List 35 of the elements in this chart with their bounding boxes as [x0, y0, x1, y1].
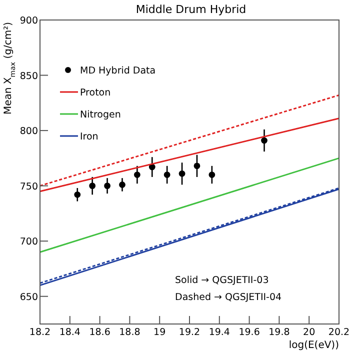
point	[104, 182, 110, 190]
x-tick-label: 19.2	[178, 327, 200, 338]
x-axis-title: log(E(eV))	[288, 340, 340, 351]
y-tick-label: 650	[20, 292, 38, 303]
x-tick-label: 19.6	[238, 327, 260, 338]
x-tick-label: 19.4	[208, 327, 230, 338]
point	[261, 137, 268, 144]
legend-label: Iron	[80, 132, 98, 142]
x-tick-label: 19	[154, 327, 166, 338]
x-tick-label: 18.8	[119, 327, 140, 338]
x-tick-label: 19.8	[268, 327, 290, 338]
annotation: Solid → QGSJETII-03	[175, 275, 269, 286]
y-tick-label: 800	[20, 126, 38, 138]
point	[119, 182, 126, 188]
legend-label: MD Hybrid Data	[80, 66, 156, 76]
point	[74, 191, 81, 198]
x-tick-label: 18.6	[89, 327, 110, 338]
chart-title: Middle Drum Hybrid	[136, 3, 246, 16]
legend-label: Proton	[80, 88, 111, 98]
y-tick-label: 850	[20, 70, 38, 82]
x-tick-label: 20	[303, 327, 316, 338]
point	[164, 172, 170, 178]
x-tick-label: 20.2	[328, 327, 350, 338]
point	[134, 172, 140, 178]
x-tick-label: 18.2	[29, 327, 51, 338]
point	[89, 182, 96, 190]
y-tick-label: 700	[20, 236, 38, 248]
y-tick-label: 900	[20, 16, 38, 26]
x-tick-label: 18.4	[59, 327, 80, 338]
point	[208, 172, 216, 178]
legend-label: Nitrogen	[80, 110, 121, 120]
annotation: Dashed → QGSJETII-04	[175, 292, 282, 303]
point	[178, 170, 186, 177]
y-tick-label: 750	[20, 181, 38, 192]
point	[194, 162, 200, 170]
